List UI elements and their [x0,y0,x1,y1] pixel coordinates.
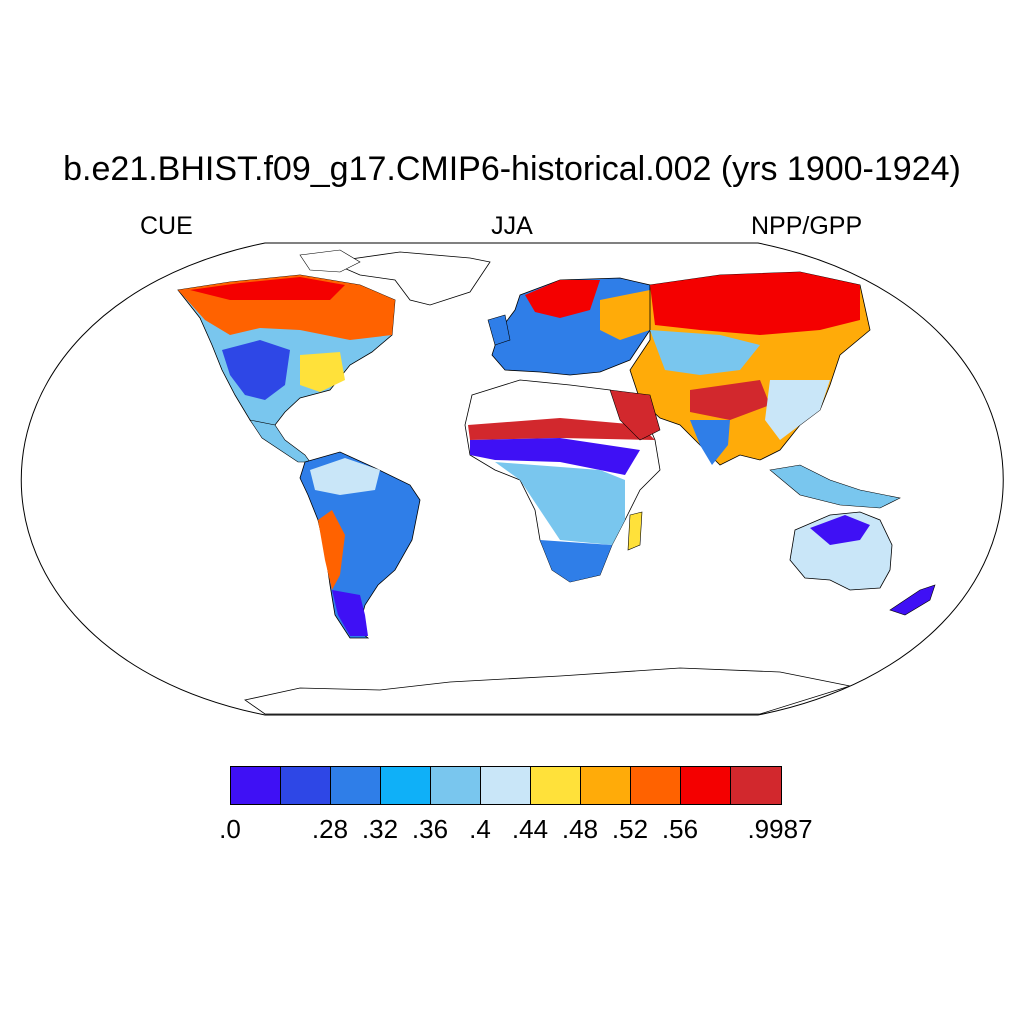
greenland-landmass [328,251,491,306]
right-subtitle: NPP/GPP [751,212,863,240]
north-america-west [222,340,290,400]
colorbar-label: .28 [311,814,349,844]
colorbar-label: .32 [361,814,399,844]
southern-africa [540,540,612,582]
southeast-asia-islands [769,464,901,509]
patagonia [332,590,368,636]
madagascar [627,511,643,551]
colorbar-box-1 [281,767,331,804]
left-subtitle: CUE [140,212,193,240]
new-zealand [889,584,936,616]
australia-north [810,515,870,545]
central-africa [495,462,625,545]
antarctica-outline [244,667,851,715]
colorbar-label: .44 [511,814,549,844]
colorbar-box-5 [481,767,531,804]
siberia [650,272,860,335]
central-asia [650,330,760,375]
british-isles [487,314,511,346]
colorbar-label: .4 [469,814,491,844]
colorbar-box-6 [531,767,581,804]
colorbar-box-9 [681,767,731,804]
colorbar-label: .36 [411,814,449,844]
east-asia [765,380,830,440]
colorbar-label: .9987 [747,814,813,844]
india [690,420,730,465]
colorbar-box-2 [331,767,381,804]
colorbar-box-0 [231,767,281,804]
colorbar-label: .52 [611,814,649,844]
colorbar-label: .48 [561,814,599,844]
center-subtitle: JJA [491,212,533,240]
eastern-europe [600,290,650,340]
scandinavia [525,280,600,318]
south-america-north [310,458,380,495]
colorbar [230,766,782,805]
andes-strip [318,510,345,590]
canadian-archipelago [299,249,361,273]
colorbar-box-8 [631,767,681,804]
colorbar-box-7 [581,767,631,804]
sahel-blue-band [470,438,640,475]
colorbar-label: .0 [219,814,241,844]
colorbar-box-10 [731,767,781,804]
colorbar-box-4 [431,767,481,804]
north-america-arctic [190,277,345,300]
arabian-peninsula [609,389,661,441]
sahel-red-band [468,418,655,440]
colorbar-box-3 [381,767,431,804]
colorbar-label: .56 [661,814,699,844]
north-america-east [300,352,345,392]
tibet [690,380,770,420]
plot-title: b.e21.BHIST.f09_g17.CMIP6-historical.002… [63,150,961,188]
